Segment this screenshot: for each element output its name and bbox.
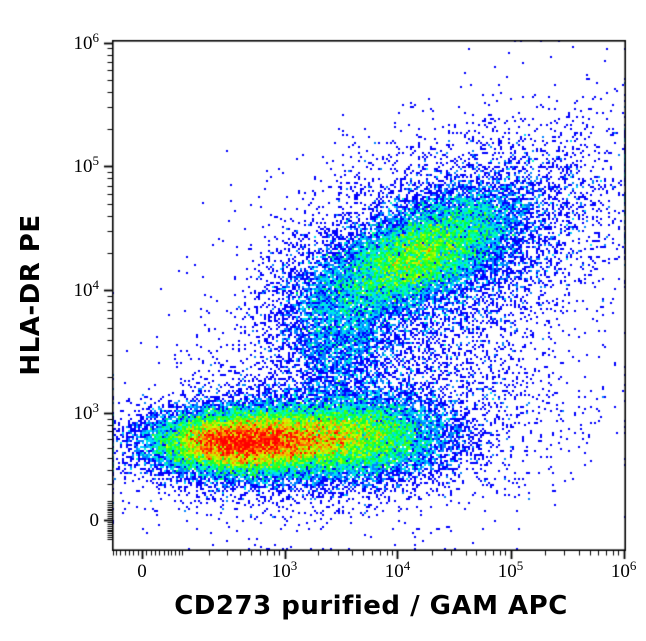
y-tick-label: 106 — [73, 29, 100, 54]
y-tick-label: 103 — [73, 400, 100, 425]
y-tick-label: 105 — [73, 153, 100, 178]
x-tick-label: 106 — [610, 558, 637, 582]
y-axis-title: HLA-DR PE — [16, 214, 46, 376]
x-axis-title: CD273 purified / GAM APC — [174, 591, 568, 621]
y-tick-label: 0 — [89, 510, 100, 531]
y-tick-label: 104 — [73, 277, 100, 302]
x-tick-label: 105 — [497, 558, 524, 582]
x-tick-label: 104 — [384, 558, 411, 582]
x-tick-label: 0 — [137, 561, 147, 582]
x-tick-label: 103 — [271, 558, 298, 582]
